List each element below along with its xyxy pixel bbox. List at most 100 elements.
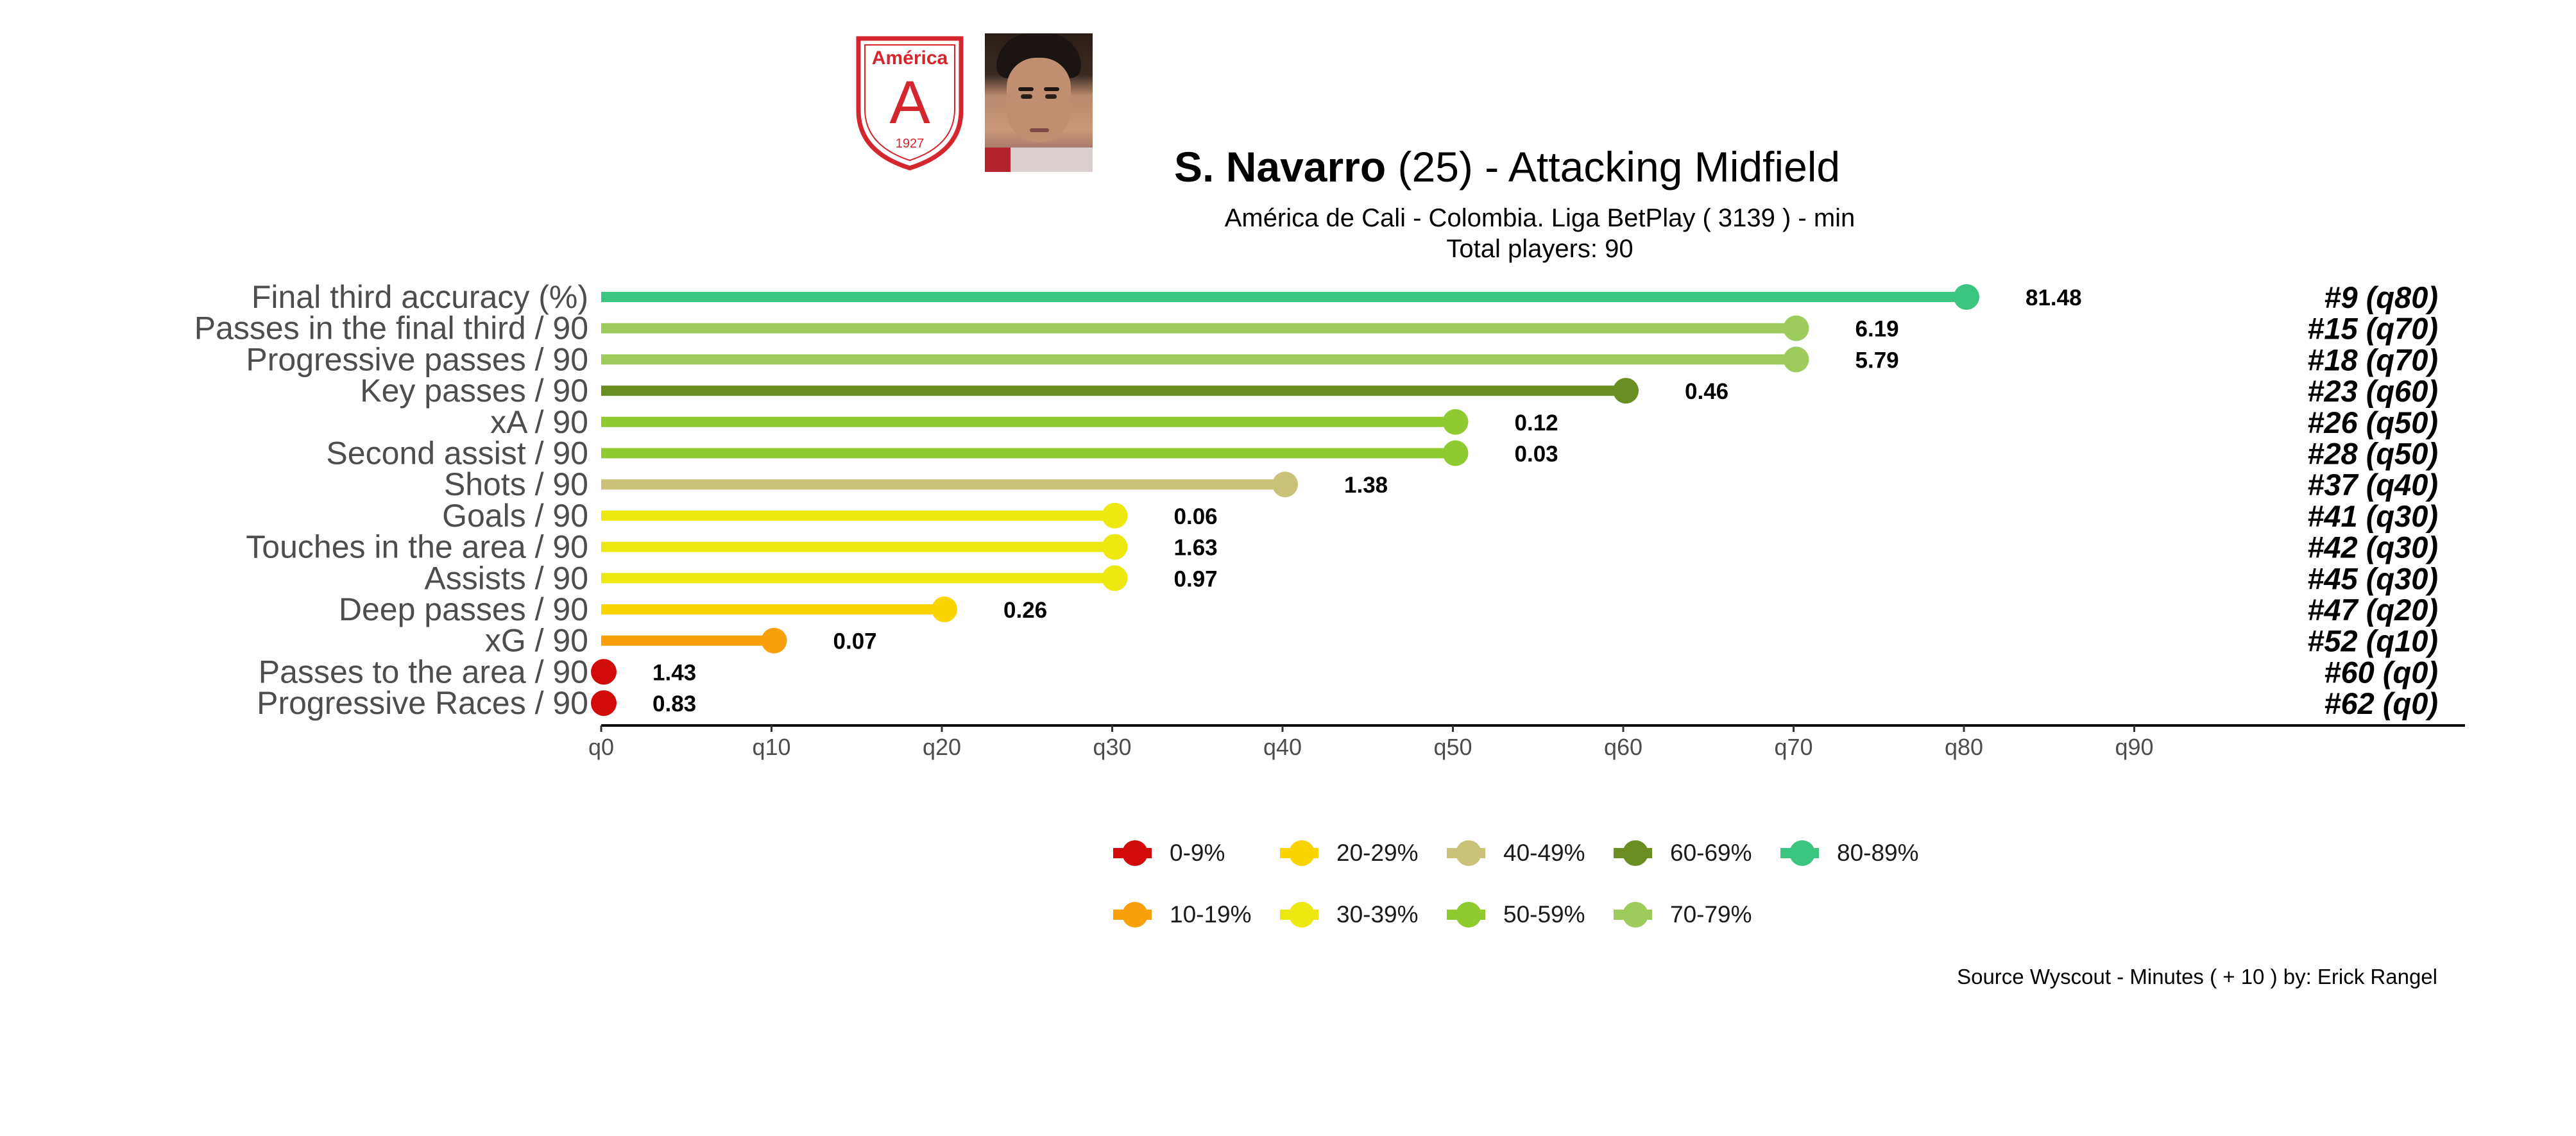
metric-dot xyxy=(591,690,617,716)
metric-dot xyxy=(1442,440,1469,466)
crest-text: América xyxy=(872,47,948,69)
legend-swatch xyxy=(1614,840,1652,866)
crest-year: 1927 xyxy=(896,137,925,151)
legend-item: 10-19% xyxy=(1113,895,1252,934)
legend-label: 10-19% xyxy=(1170,901,1252,928)
legend-label: 70-79% xyxy=(1670,901,1752,928)
legend-swatch xyxy=(1280,840,1318,866)
metric-dot xyxy=(1954,284,1979,310)
metric-row: Second assist / 90 0.03 #28 (q50) xyxy=(326,436,2438,471)
player-position: Attacking Midfield xyxy=(1508,143,1841,191)
metric-dot xyxy=(1102,565,1128,591)
legend-label: 60-69% xyxy=(1670,840,1752,866)
metric-value: 0.46 xyxy=(1685,379,1728,404)
x-tick-label: q0 xyxy=(588,734,614,760)
x-tick-label: q90 xyxy=(2115,734,2153,760)
metric-rank: #41 (q30) xyxy=(2307,499,2438,533)
metric-dot xyxy=(1442,409,1469,435)
player-photo xyxy=(985,33,1093,172)
chart-subtitle: América de Cali - Colombia. Liga BetPlay… xyxy=(898,203,2181,264)
metric-value: 0.07 xyxy=(833,629,877,654)
metric-value: 0.12 xyxy=(1515,411,1558,436)
metric-row: Shots / 90 1.38 #37 (q40) xyxy=(444,466,2438,502)
player-name: S. Navarro xyxy=(1174,143,1386,191)
metric-dot xyxy=(1783,315,1809,341)
metric-row: Passes in the final third / 90 6.19 #15 (q… xyxy=(194,310,2438,346)
metric-value: 1.63 xyxy=(1174,536,1218,561)
metric-row: xG / 90 0.07 #52 (q10) xyxy=(485,623,2438,659)
metric-row: Assists / 90 0.97 #45 (q30) xyxy=(424,560,2438,596)
legend-label: 50-59% xyxy=(1503,901,1585,928)
legend-swatch xyxy=(1447,902,1485,928)
metric-rank: #52 (q10) xyxy=(2307,624,2438,658)
metric-row: Touches in the area / 90 1.63 #42 (q30) xyxy=(246,529,2438,565)
metric-row: Progressive passes / 90 5.79 #18 (q70) xyxy=(246,341,2438,377)
metric-label: xA / 90 xyxy=(490,404,588,440)
club-crest-logo: América A 1927 xyxy=(856,36,964,171)
legend-item: 40-49% xyxy=(1447,834,1585,872)
x-tick-label: q40 xyxy=(1263,734,1302,760)
metric-rank: #23 (q60) xyxy=(2307,374,2438,408)
metric-rank: #9 (q80) xyxy=(2324,280,2438,314)
metric-label: Key passes / 90 xyxy=(360,373,588,409)
x-tick-label: q50 xyxy=(1433,734,1472,760)
metric-row: Progressive Races / 90 0.83 #62 (q0) xyxy=(257,685,2438,721)
metric-rank: #45 (q30) xyxy=(2307,561,2438,595)
legend-label: 40-49% xyxy=(1503,840,1585,866)
metric-label: Passes to the area / 90 xyxy=(259,654,588,690)
legend-item: 20-29% xyxy=(1280,834,1419,872)
metric-rank: #18 (q70) xyxy=(2307,343,2438,377)
x-tick-label: q10 xyxy=(752,734,790,760)
metric-value: 0.26 xyxy=(1003,598,1047,623)
metric-dot xyxy=(591,659,617,685)
legend-swatch xyxy=(1780,840,1819,866)
metric-value: 0.83 xyxy=(653,691,696,716)
metric-value: 1.43 xyxy=(653,660,696,685)
metric-dot xyxy=(761,627,787,654)
source-note: Source Wyscout - Minutes ( + 10 ) by: Er… xyxy=(1957,965,2437,988)
legend-item: 50-59% xyxy=(1447,895,1585,934)
legend-label: 0-9% xyxy=(1170,840,1225,866)
metric-row: Passes to the area / 90 1.43 #60 (q0) xyxy=(259,654,2438,690)
legend-label: 20-29% xyxy=(1336,840,1419,866)
metric-label: Goals / 90 xyxy=(442,498,588,534)
chart-title: S. Navarro (25) - Attacking Midfield xyxy=(1174,142,1840,191)
metric-rank: #28 (q50) xyxy=(2307,437,2438,471)
metric-dot xyxy=(1783,346,1809,373)
metric-value: 0.06 xyxy=(1174,504,1218,529)
legend-swatch xyxy=(1614,902,1652,928)
metric-rank: #15 (q70) xyxy=(2307,312,2438,346)
metric-rank: #47 (q20) xyxy=(2307,593,2438,627)
legend-item: 70-79% xyxy=(1614,895,1752,934)
metric-row: Goals / 90 0.06 #41 (q30) xyxy=(442,498,2438,534)
metric-value: 1.38 xyxy=(1344,473,1388,498)
metric-row: Deep passes / 90 0.26 #47 (q20) xyxy=(339,591,2438,627)
metric-label: xG / 90 xyxy=(485,623,588,659)
legend-item: 60-69% xyxy=(1614,834,1752,872)
metric-value: 0.03 xyxy=(1515,442,1558,467)
legend-swatch xyxy=(1280,902,1318,928)
metric-value: 5.79 xyxy=(1855,348,1899,373)
total-players-line: Total players: 90 xyxy=(1446,235,1633,263)
metric-label: Passes in the final third / 90 xyxy=(194,310,588,346)
metric-label: Second assist / 90 xyxy=(326,436,588,471)
metric-label: Progressive Races / 90 xyxy=(257,685,588,721)
metric-label: Touches in the area / 90 xyxy=(246,529,588,565)
metric-rank: #42 (q30) xyxy=(2307,530,2438,564)
metric-label: Assists / 90 xyxy=(424,560,588,596)
legend-label: 80-89% xyxy=(1837,840,1919,866)
metric-label: Deep passes / 90 xyxy=(339,591,588,627)
legend-swatch xyxy=(1113,902,1152,928)
x-tick-label: q20 xyxy=(923,734,961,760)
metric-rank: #62 (q0) xyxy=(2324,686,2438,720)
legend-item: 0-9% xyxy=(1113,834,1225,872)
metric-row: xA / 90 0.12 #26 (q50) xyxy=(490,404,2438,440)
metric-row: Key passes / 90 0.46 #23 (q60) xyxy=(360,373,2438,409)
metric-dot xyxy=(932,597,957,622)
crest-letter: A xyxy=(889,69,930,137)
x-tick-label: q60 xyxy=(1604,734,1642,760)
player-age: (25) - xyxy=(1397,143,1499,191)
metric-row: Final third accuracy (%) 81.48 #9 (q80) xyxy=(252,279,2438,315)
